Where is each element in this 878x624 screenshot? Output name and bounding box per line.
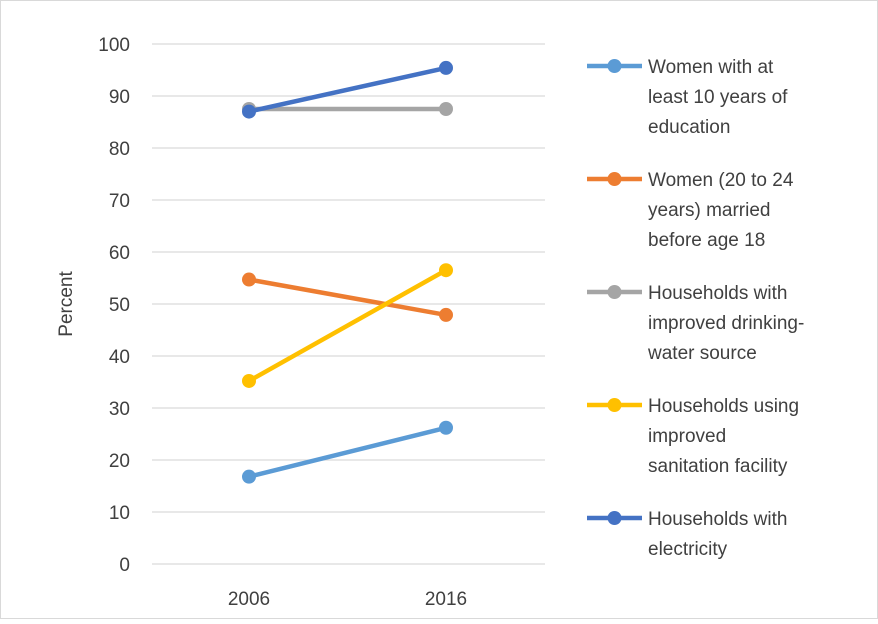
y-tick-label: 30	[109, 399, 130, 420]
data-point	[439, 102, 453, 116]
y-tick-label: 60	[109, 243, 130, 264]
legend-label: Women (20 to 24	[648, 170, 794, 191]
y-tick-label: 0	[119, 555, 130, 576]
data-point	[439, 61, 453, 75]
y-tick-label: 70	[109, 191, 130, 212]
legend-label: improved drinking-	[648, 313, 804, 334]
y-tick-label: 10	[109, 503, 130, 524]
data-point	[242, 273, 256, 287]
y-tick-label: 40	[109, 347, 130, 368]
legend-swatch-marker	[608, 285, 622, 299]
legend-swatch-marker	[608, 59, 622, 73]
legend-label: Women with at	[648, 57, 774, 78]
x-tick-label: 2006	[228, 589, 270, 610]
legend-swatch-marker	[608, 398, 622, 412]
y-axis-label: Percent	[56, 271, 77, 337]
x-tick-label: 2016	[425, 589, 467, 610]
data-point	[439, 308, 453, 322]
legend-label: water source	[647, 343, 757, 364]
y-tick-label: 100	[98, 35, 130, 56]
y-tick-label: 80	[109, 139, 130, 160]
legend-label: years) married	[648, 200, 770, 221]
legend-label: improved	[648, 426, 726, 447]
legend-label: least 10 years of	[648, 87, 788, 108]
data-point	[439, 421, 453, 435]
legend-label: Households using	[648, 396, 799, 417]
legend-label: Households with	[648, 283, 787, 304]
data-point	[242, 105, 256, 119]
legend-label: electricity	[648, 539, 728, 560]
legend-label: before age 18	[648, 230, 765, 251]
y-tick-label: 50	[109, 295, 130, 316]
legend-label: education	[648, 117, 730, 138]
y-tick-label: 20	[109, 451, 130, 472]
y-tick-label: 90	[109, 87, 130, 108]
data-point	[242, 470, 256, 484]
data-point	[439, 263, 453, 277]
legend-label: sanitation facility	[648, 456, 788, 477]
data-point	[242, 374, 256, 388]
legend-swatch-marker	[608, 511, 622, 525]
legend-label: Households with	[648, 509, 787, 530]
legend-swatch-marker	[608, 172, 622, 186]
